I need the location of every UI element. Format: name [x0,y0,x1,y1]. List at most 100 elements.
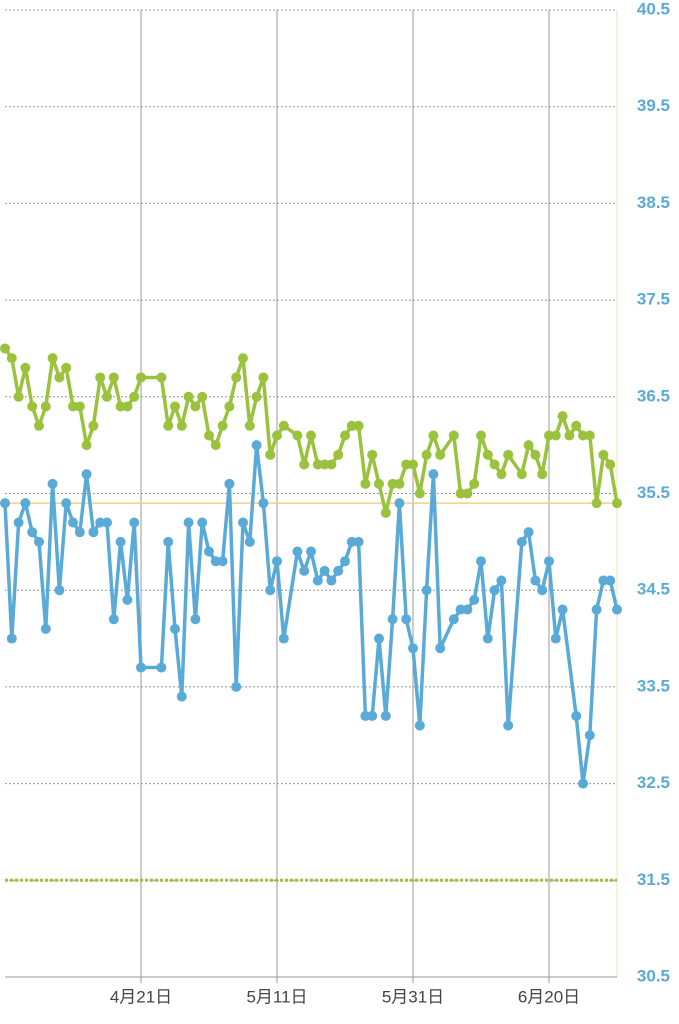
data-point [414,488,425,499]
data-point [591,498,602,509]
data-point [292,430,303,441]
data-point [544,556,554,567]
data-point [47,478,58,489]
data-point [224,401,235,412]
data-point [197,391,208,402]
data-point [204,546,214,557]
data-point [435,449,446,460]
y-tick-label: 34.5 [637,580,670,599]
y-tick-label: 38.5 [637,193,670,212]
data-point [523,527,534,538]
data-point [81,440,92,451]
data-point [462,604,473,615]
data-point [557,411,568,422]
data-point [394,498,405,509]
data-point [251,391,262,402]
data-point [40,623,51,634]
data-point [578,778,588,789]
y-tick-label: 31.5 [637,870,670,889]
data-point [428,430,439,441]
data-point [591,604,602,615]
data-point [34,420,44,431]
data-point [129,517,140,528]
data-point [612,498,622,509]
data-point [516,536,527,547]
data-point [6,353,17,364]
data-point [605,575,616,586]
data-point [27,527,38,538]
data-point [564,430,575,441]
data-point [448,430,459,441]
data-point [6,633,17,644]
data-point [108,614,119,625]
data-point [374,633,384,644]
data-point [272,556,282,567]
data-point [299,565,310,576]
data-point [272,430,282,441]
data-point [156,662,167,673]
data-point [326,575,337,586]
data-point [231,681,242,692]
data-point [74,401,85,412]
data-point [550,430,561,441]
data-point [306,430,316,441]
data-point [530,575,541,586]
data-point [265,585,276,596]
data-point [0,498,10,509]
data-point [550,633,561,644]
data-point [34,536,44,547]
data-point [190,614,201,625]
data-point [435,643,446,654]
data-point [68,517,78,528]
data-point [74,527,85,538]
data-point [265,449,276,460]
data-point [88,420,99,431]
data-point [387,614,398,625]
x-tick-label: 5月11日 [246,987,307,1006]
data-point [108,372,119,383]
data-point [238,353,248,364]
data-point [13,391,24,402]
data-point [244,536,255,547]
data-point [428,469,439,480]
data-point [176,691,187,702]
data-point [530,449,541,460]
data-point [571,420,582,431]
data-point [605,459,616,470]
data-point [210,440,221,451]
data-point [238,517,248,528]
data-point [183,391,194,402]
data-point [612,604,622,615]
data-point [278,633,289,644]
y-tick-label: 32.5 [637,773,670,792]
data-point [598,449,609,460]
data-point [115,536,126,547]
data-point [353,536,364,547]
data-point [217,556,228,567]
data-point [367,449,378,460]
data-point [54,585,65,596]
data-point [244,420,255,431]
data-point [537,469,548,480]
data-point [394,478,405,489]
data-point [170,623,180,634]
data-point [258,498,269,509]
data-point [231,372,242,383]
data-point [251,440,262,451]
data-point [190,401,201,412]
data-point [496,575,507,586]
data-point [476,556,486,567]
data-point [0,343,10,354]
data-point [380,507,391,518]
data-point [353,420,364,431]
data-point [183,517,194,528]
data-point [380,710,391,721]
data-point [204,430,214,441]
data-point [401,614,412,625]
data-point [408,459,418,470]
data-point [13,517,24,528]
y-tick-label: 37.5 [637,290,670,309]
data-point [503,449,514,460]
data-point [482,633,493,644]
